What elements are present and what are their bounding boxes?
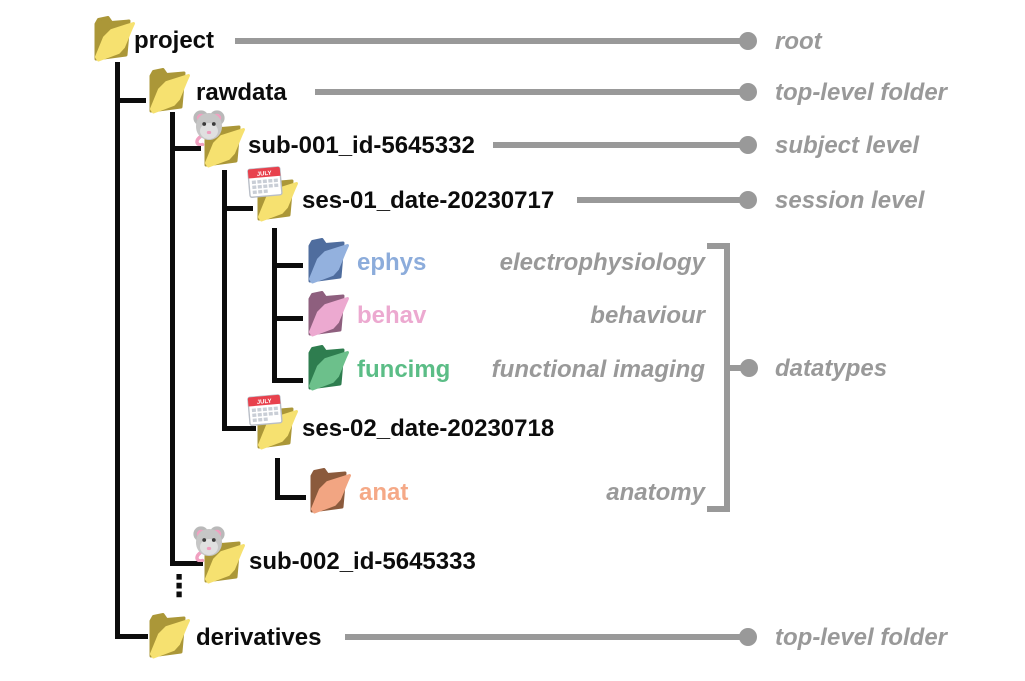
annotation-dot-session-level [739,191,757,209]
annotation-label-session-level: session level [775,187,925,214]
node-label-anat: anat [359,479,409,506]
annotation-line-subject-level [493,142,741,148]
node-behav [302,289,350,337]
calendar-month-label: JULY [257,171,272,178]
annotation-line-datatypes [727,365,744,371]
description-behaviour: behaviour [590,302,705,329]
folder-icon [310,239,348,282]
calendar-icon: JULY [247,166,283,198]
calendar-month-label: JULY [257,399,272,406]
node-sub-001 [191,109,246,168]
node-label-derivatives: derivatives [196,624,322,651]
node-label-ephys: ephys [357,249,427,276]
node-ses-02: JULY [247,394,299,450]
annotation-dot-top-level-rawdata [739,83,757,101]
annotation-line-session-level [577,197,741,203]
node-ephys [302,236,350,284]
annotation-label-subject-level: subject level [775,132,920,159]
annotation-dot-datatypes [740,359,758,377]
annotation-dot-subject-level [739,136,757,154]
tree-line-branch-rawdata [115,98,146,103]
description-anatomy: anatomy [606,479,705,506]
tree-line-branch-sub-001 [170,146,201,151]
annotation-line-root [235,38,741,44]
node-anat [304,466,352,514]
datatypes-bracket-top-tick [707,243,730,249]
annotation-dot-root [739,32,757,50]
node-funcimg [302,343,350,391]
folder-icon [310,346,348,389]
node-sub-002 [191,525,246,584]
node-label-ses-02: ses-02_date-20230718 [302,415,555,442]
node-label-ses-01: ses-01_date-20230717 [302,187,555,214]
datatypes-bracket-vertical [724,243,730,512]
annotation-label-root: root [775,28,822,55]
mouse-icon [191,525,227,562]
node-ses-01: JULY [247,166,299,222]
tree-line-vertical-ses-01 [272,228,277,383]
tree-line-branch-derivatives [115,634,148,639]
description-functional-imaging: functional imaging [491,356,705,383]
folder-icon [310,292,348,335]
tree-line-branch-sub-002 [170,561,203,566]
tree-line-branch-ses-02 [222,426,256,431]
tree-line-vertical-sub-001 [222,170,227,431]
tree-line-branch-anat [275,495,306,500]
datatypes-bracket-bottom-tick [707,506,730,512]
annotation-label-datatypes: datatypes [775,355,888,382]
annotation-line-top-level-derivatives [345,634,741,640]
annotation-line-top-level-rawdata [315,89,741,95]
tree-line-vertical-ses-02 [275,458,280,500]
folder-icon [151,614,189,657]
annotation-label-top-level-rawdata: top-level folder [775,79,948,106]
mouse-icon [191,109,227,146]
tree-line-vertical-rawdata [170,112,175,566]
calendar-icon: JULY [247,394,283,426]
folder-icon [312,469,350,512]
description-electrophysiology: electrophysiology [499,249,705,276]
node-rawdata [143,66,191,114]
annotation-dot-top-level-derivatives [739,628,757,646]
node-derivatives [143,611,191,659]
node-label-project: project [134,27,215,54]
folder-icon [151,69,189,112]
tree-line-branch-behav [272,316,303,321]
node-label-sub-002: sub-002_id-5645333 [249,548,476,575]
node-project [88,14,136,62]
tree-line-branch-funcimg [272,378,303,383]
tree-line-branch-ses-01 [222,206,253,211]
folder-icon [96,17,134,60]
annotation-label-top-level-derivatives: top-level folder [775,624,948,651]
tree-ellipsis: ⋮ [164,570,194,603]
node-label-rawdata: rawdata [196,79,287,106]
tree-line-vertical-project [115,62,120,639]
tree-line-branch-ephys [272,263,303,268]
node-label-sub-001: sub-001_id-5645332 [248,132,475,159]
node-label-behav: behav [357,302,427,329]
node-label-funcimg: funcimg [357,356,451,383]
